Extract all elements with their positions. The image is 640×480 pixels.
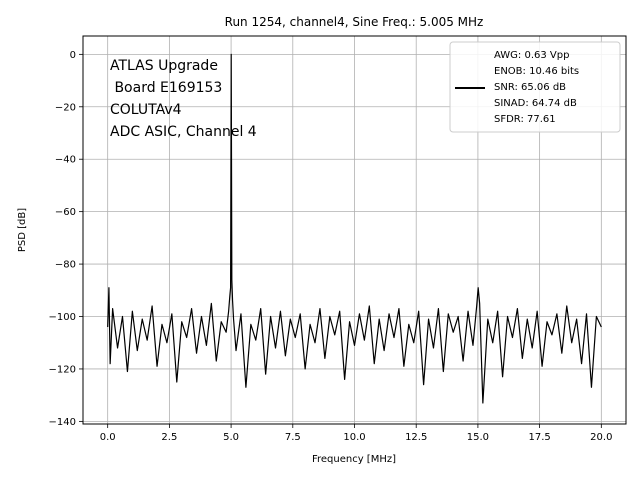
x-tick-label: 2.5 xyxy=(161,432,177,443)
y-tick-label: −60 xyxy=(55,207,76,218)
chart-title: Run 1254, channel4, Sine Freq.: 5.005 MH… xyxy=(225,15,484,29)
x-tick-label: 10.0 xyxy=(343,432,365,443)
x-axis: 0.0 2.5 5.0 7.5 10.0 12.5 15.0 17.5 20.0 xyxy=(100,424,612,443)
x-tick-label: 5.0 xyxy=(223,432,239,443)
annotation-line: ADC ASIC, Channel 4 xyxy=(110,124,257,140)
y-tick-label: −120 xyxy=(49,364,76,375)
psd-series xyxy=(107,53,602,404)
y-tick-label: −20 xyxy=(55,102,76,113)
legend-box xyxy=(449,41,621,133)
y-tick-label: −40 xyxy=(55,155,76,166)
annotation-block: ATLAS Upgrade Board E169153 COLUTAv4 ADC… xyxy=(110,58,257,140)
psd-line xyxy=(107,53,602,404)
legend-entry: SNR: 65.06 dB xyxy=(494,82,566,93)
y-axis-title: PSD [dB] xyxy=(17,208,28,252)
legend-entry: AWG: 0.63 Vpp xyxy=(494,50,569,61)
annotation-line: Board E169153 xyxy=(110,80,222,96)
legend: AWG: 0.63 Vpp ENOB: 10.46 bits SNR: 65.0… xyxy=(449,41,621,133)
x-tick-label: 0.0 xyxy=(100,432,116,443)
y-tick-label: −140 xyxy=(49,417,76,428)
annotation-line: ATLAS Upgrade xyxy=(110,58,218,74)
annotation-line: COLUTAv4 xyxy=(110,102,182,118)
x-tick-label: 15.0 xyxy=(467,432,489,443)
x-tick-label: 20.0 xyxy=(590,432,612,443)
x-tick-label: 17.5 xyxy=(528,432,550,443)
x-tick-label: 12.5 xyxy=(405,432,427,443)
y-tick-label: −100 xyxy=(49,312,76,323)
x-axis-title: Frequency [MHz] xyxy=(312,454,396,465)
legend-entry: ENOB: 10.46 bits xyxy=(494,66,579,77)
y-tick-label: 0 xyxy=(70,50,76,61)
legend-entry: SINAD: 64.74 dB xyxy=(494,98,577,109)
x-tick-label: 7.5 xyxy=(285,432,301,443)
legend-entry: SFDR: 77.61 xyxy=(494,114,556,125)
y-axis: 0 −20 −40 −60 −80 −100 −120 −140 xyxy=(49,50,83,428)
y-tick-label: −80 xyxy=(55,260,76,271)
